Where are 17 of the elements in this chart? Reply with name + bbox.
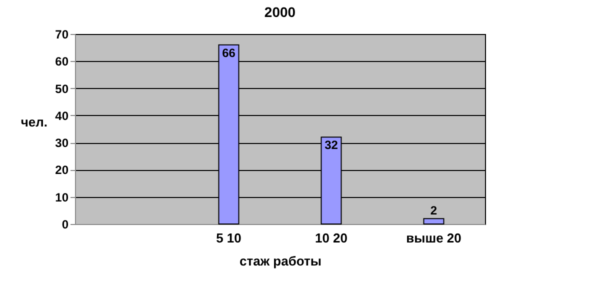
y-tick-label: 70: [55, 28, 69, 42]
data-label: 2: [430, 204, 438, 218]
y-tick-label: 10: [55, 190, 69, 204]
y-tick-label: 20: [55, 163, 69, 178]
y-tick-label: 50: [55, 82, 69, 96]
y-tick-label: 0: [62, 218, 69, 232]
x-tick-label: выше 20: [406, 230, 462, 246]
data-label: 32: [324, 138, 338, 152]
chart-title: 2000: [264, 4, 296, 20]
x-tick-label: 10 20: [314, 230, 348, 246]
y-tick-label: 30: [55, 136, 69, 150]
x-axis-title: стаж работы: [240, 254, 322, 268]
x-tick-label: 5 10: [216, 230, 242, 246]
y-axis-title: чел.: [20, 114, 48, 130]
y-tick-label: 60: [55, 54, 69, 69]
y-tick-label: 40: [55, 108, 69, 123]
data-label: 66: [222, 46, 236, 60]
